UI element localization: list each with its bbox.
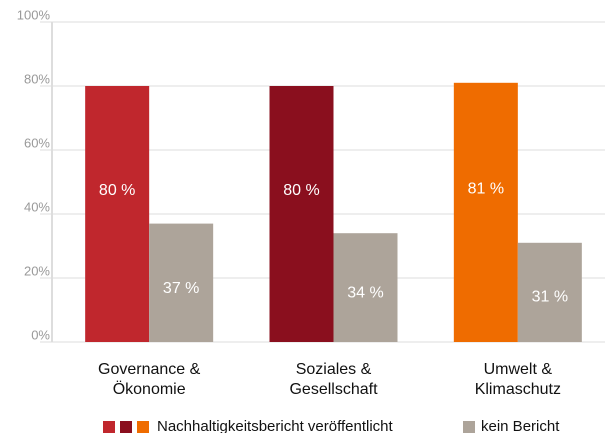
value-label: 37 % [163, 280, 199, 297]
x-tick-label: Governance & Ökonomie [98, 361, 201, 398]
legend-swatch [103, 421, 115, 433]
bar [333, 233, 398, 342]
legend-swatch [463, 421, 475, 433]
bar [453, 82, 518, 343]
value-label: 80 % [99, 182, 135, 199]
x-tick-line: Ökonomie [113, 380, 186, 398]
x-tick-line: Umwelt & [484, 361, 553, 378]
legend-swatch [120, 421, 132, 433]
x-tick-line: Gesellschaft [289, 381, 378, 398]
y-tick-label: 100% [17, 7, 51, 22]
x-tick-line: Soziales & [296, 361, 372, 378]
y-tick-label: 20% [24, 263, 50, 278]
value-label: 80 % [283, 182, 319, 199]
legend-swatch [137, 421, 149, 433]
bar [149, 223, 214, 342]
legend-label: kein Bericht [481, 418, 560, 433]
y-tick-label: 0% [31, 327, 50, 342]
y-tick-label: 80% [24, 71, 50, 86]
legend-label: Nachhaltigkeitsbericht veröffentlicht [157, 418, 394, 433]
y-tick-label: 40% [24, 199, 50, 214]
x-tick-line: Klimaschutz [475, 381, 561, 398]
x-tick-line: Governance & [98, 361, 201, 378]
bar [85, 86, 150, 342]
bar [517, 242, 582, 342]
bar [269, 86, 334, 342]
x-tick-label: Soziales & Gesellschaft [289, 361, 378, 398]
value-label: 31 % [532, 289, 568, 306]
y-tick-label: 60% [24, 135, 50, 150]
value-label: 34 % [347, 284, 383, 301]
value-label: 81 % [468, 180, 504, 197]
x-tick-label: Umwelt & Klimaschutz [475, 361, 561, 398]
